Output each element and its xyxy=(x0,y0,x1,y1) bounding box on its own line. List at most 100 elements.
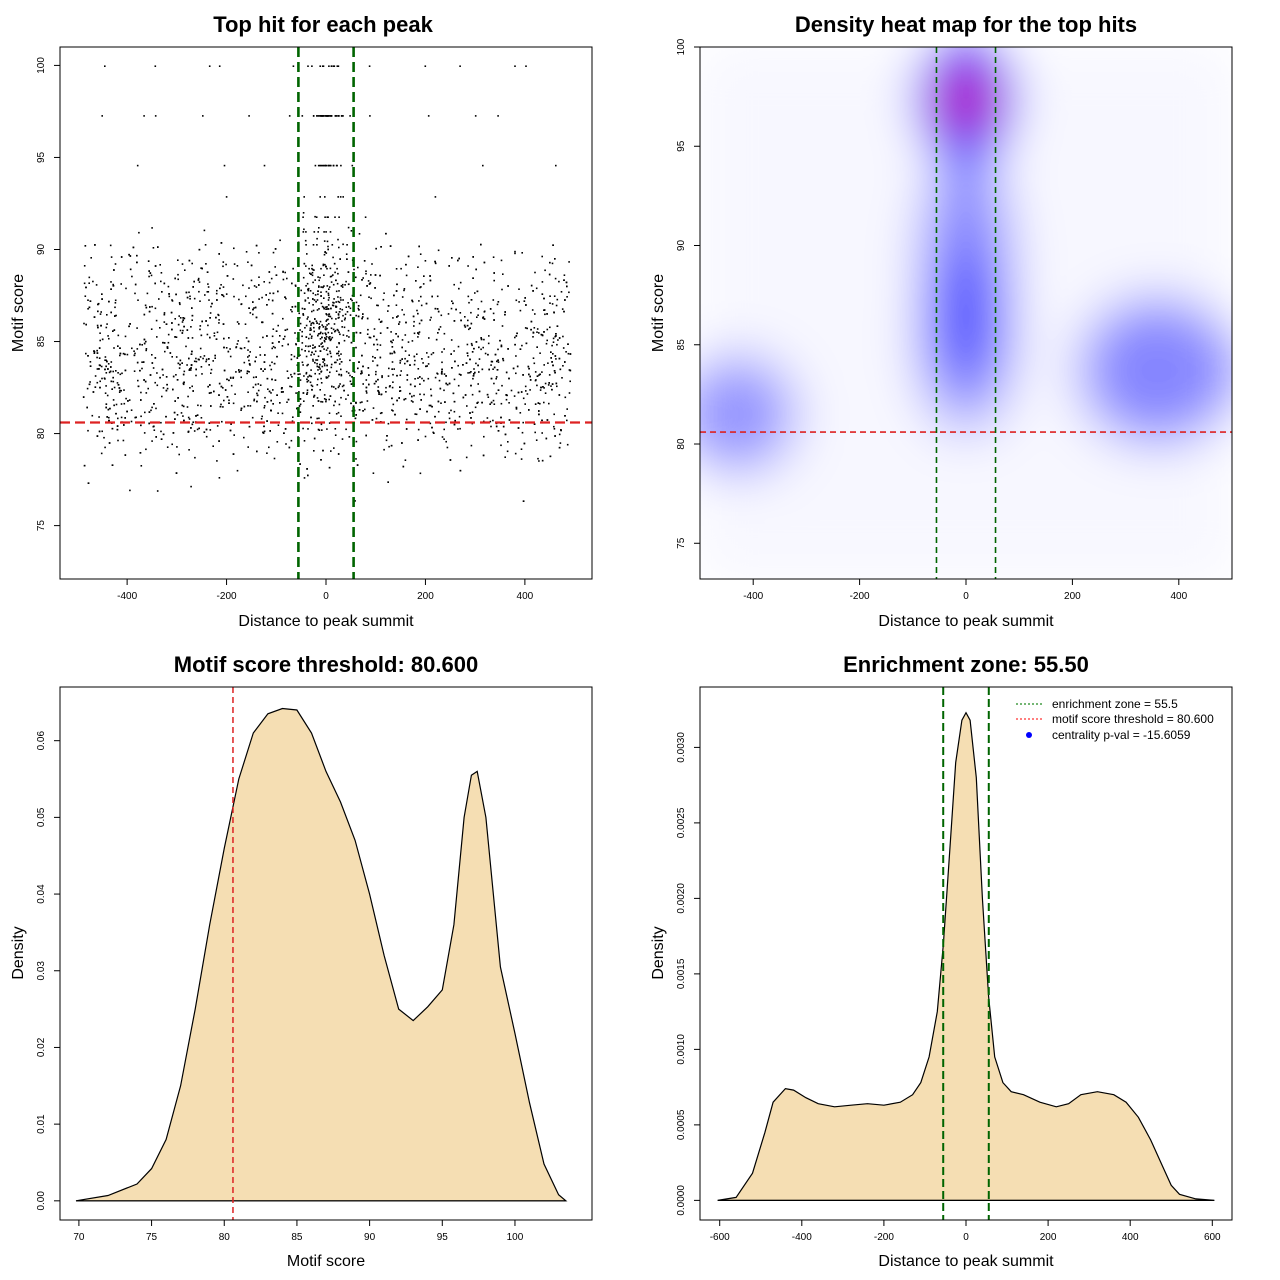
scatter-point xyxy=(404,362,406,365)
scatter-point xyxy=(112,399,115,401)
scatter-point xyxy=(351,299,353,302)
scatter-point xyxy=(198,248,201,251)
scatter-point xyxy=(419,408,421,410)
scatter-point xyxy=(530,328,532,331)
scatter-point xyxy=(318,286,320,288)
scatter-point xyxy=(330,355,333,358)
x-tick-label: -400 xyxy=(117,591,137,602)
scatter-point xyxy=(312,322,315,325)
scatter-point xyxy=(492,256,495,258)
scatter-point xyxy=(312,344,314,346)
scatter-point xyxy=(222,286,225,288)
scatter-point xyxy=(179,303,181,306)
scatter-point xyxy=(377,389,379,392)
scatter-point xyxy=(472,277,474,279)
scatter-point xyxy=(441,370,443,373)
scatter-point xyxy=(191,307,193,309)
scatter-point xyxy=(401,358,403,360)
scatter-point xyxy=(541,371,543,373)
scatter-point xyxy=(175,472,178,474)
scatter-point xyxy=(105,403,108,405)
scatter-point xyxy=(205,358,208,361)
scatter-point xyxy=(277,290,279,293)
scatter-point xyxy=(306,378,308,381)
scatter-point xyxy=(142,361,145,363)
x-tick-label: 400 xyxy=(517,591,534,602)
scatter-point xyxy=(357,266,359,269)
scatter-point xyxy=(327,292,330,295)
scatter-point xyxy=(218,253,220,255)
scatter-point xyxy=(113,329,116,331)
scatter-point xyxy=(325,320,327,322)
scatter-point xyxy=(205,435,208,438)
scatter-point xyxy=(362,365,364,368)
scatter-point xyxy=(268,281,271,284)
scatter-point xyxy=(362,410,364,412)
scatter-point xyxy=(196,428,199,431)
scatter-point xyxy=(366,400,369,402)
scatter-point xyxy=(541,255,543,258)
scatter-point xyxy=(385,391,387,393)
scatter-point xyxy=(471,411,474,413)
scatter-point xyxy=(307,345,310,348)
scatter-point xyxy=(337,329,339,332)
scatter-point xyxy=(357,305,360,307)
scatter-point xyxy=(318,373,321,375)
scatter-point xyxy=(387,481,389,483)
scatter-point xyxy=(247,391,249,393)
scatter-point xyxy=(195,374,197,377)
scatter-point xyxy=(380,320,383,323)
scatter-point xyxy=(512,367,515,370)
scatter-point xyxy=(282,338,285,340)
scatter-point xyxy=(114,302,117,304)
scatter-point xyxy=(83,282,86,285)
scatter-point xyxy=(307,376,309,378)
scatter-point xyxy=(558,446,561,449)
scatter-point xyxy=(407,341,410,343)
scatter-point xyxy=(310,416,312,419)
scatter-point xyxy=(191,314,194,317)
scatter-point xyxy=(163,313,166,316)
scatter-point xyxy=(329,275,332,278)
scatter-point xyxy=(252,376,255,379)
scatter-point xyxy=(393,351,396,354)
scatter-point xyxy=(486,417,489,419)
scatter-point xyxy=(318,429,321,431)
scatter-point xyxy=(294,284,297,287)
scatter-point xyxy=(566,419,568,422)
scatter-point xyxy=(248,359,250,362)
scatter-point xyxy=(234,393,236,395)
y-tick-label: 0.0000 xyxy=(676,1185,687,1216)
scatter-point xyxy=(480,243,482,246)
scatter-point xyxy=(277,424,280,426)
scatter-point xyxy=(366,285,368,287)
scatter-point xyxy=(410,400,413,402)
scatter-point xyxy=(266,335,268,337)
scatter-point xyxy=(190,326,192,328)
scatter-point xyxy=(406,379,409,381)
scatter-point xyxy=(137,299,139,301)
scatter-point xyxy=(366,317,369,320)
scatter-point xyxy=(419,253,422,255)
scatter-point xyxy=(319,338,322,340)
scatter-point xyxy=(544,392,547,394)
scatter-point xyxy=(562,335,564,338)
scatter-point xyxy=(308,350,310,353)
scatter-point xyxy=(546,419,549,421)
scatter-point xyxy=(302,212,305,214)
scatter-point xyxy=(458,287,460,290)
scatter-point xyxy=(117,345,119,347)
scatter-point xyxy=(362,313,364,315)
scatter-point xyxy=(539,389,542,391)
scatter-point xyxy=(132,246,135,249)
scatter-point xyxy=(495,376,498,378)
scatter-point xyxy=(417,368,420,370)
scatter-point xyxy=(338,115,340,117)
scatter-point xyxy=(541,419,543,422)
scatter-point xyxy=(94,386,97,388)
scatter-point xyxy=(387,310,389,312)
scatter-point xyxy=(141,344,143,346)
scatter-point xyxy=(325,326,327,328)
scatter-point xyxy=(240,347,243,350)
scatter-point xyxy=(541,293,544,295)
